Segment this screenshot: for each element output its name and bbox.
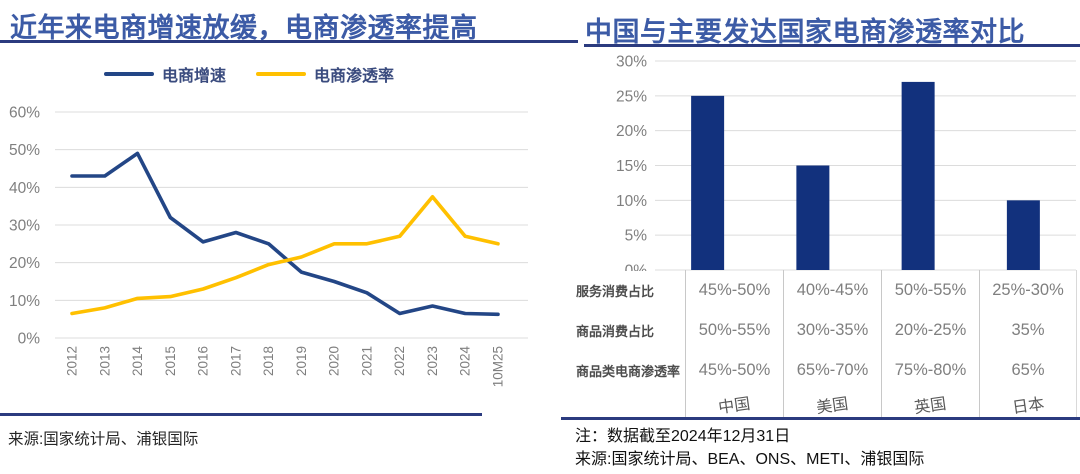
table-row-label: 服务消费占比 xyxy=(576,283,655,299)
bar-英国 xyxy=(901,81,935,271)
x-tick-label: 2024 xyxy=(458,346,473,377)
right-note-date: 注：数据截至2024年12月31日 xyxy=(575,428,791,445)
table-row-label: 商品类电商渗透率 xyxy=(576,363,681,379)
table-cell: 25%-30% xyxy=(979,270,1077,310)
y-tick-label: 5% xyxy=(625,228,648,245)
line-series-growth xyxy=(70,151,500,317)
table-cell: 20%-25% xyxy=(881,310,979,350)
bar-中国 xyxy=(691,95,725,270)
table-corner-empty xyxy=(560,390,685,417)
table-cell: 65% xyxy=(979,350,1077,390)
table-cell: 35% xyxy=(979,310,1077,350)
line-chart-legend: 电商增速 电商渗透率 xyxy=(104,62,394,86)
y-tick-label: 0% xyxy=(18,331,41,348)
x-tick-label: 2016 xyxy=(196,346,211,376)
x-tick-label: 2014 xyxy=(130,346,145,377)
x-tick-label: 2012 xyxy=(65,346,80,376)
bar-美国 xyxy=(796,165,830,270)
left-chart-title: 近年来电商增速放缓，电商渗透率提高 xyxy=(10,13,478,43)
y-tick-label: 40% xyxy=(9,180,40,197)
x-tick-label: 2013 xyxy=(97,346,112,376)
line-series-penetration xyxy=(70,195,500,316)
right-notes: 注：数据截至2024年12月31日 来源:国家统计局、BEA、ONS、METI、… xyxy=(575,425,924,471)
left-title-rule xyxy=(0,40,578,43)
table-cell: 40%-45% xyxy=(783,270,881,310)
growth-penetration-line-chart: 0% 10% 20% 30% 40% 50% 60% 2012 2013 2014 2015 2016… xyxy=(9,105,528,387)
legend-item-growth: 电商增速 xyxy=(104,62,226,86)
country-penetration-bar-chart: 0% 5% 10% 15% 20% 25% 30% xyxy=(616,54,1076,272)
country-comparison-table: 服务消费占比 45%-50% 40%-45% 50%-55% 25%-30% 商… xyxy=(560,270,1077,417)
table-cell: 45%-50% xyxy=(685,270,783,310)
y-tick-label: 30% xyxy=(616,54,647,71)
country-label-china: 中国 xyxy=(685,390,783,417)
legend-item-penetration: 电商渗透率 xyxy=(256,62,394,86)
table-cell: 50%-55% xyxy=(685,310,783,350)
y-tick-label: 30% xyxy=(9,218,40,235)
y-tick-label: 20% xyxy=(9,255,40,272)
x-tick-label: 2022 xyxy=(392,346,407,376)
y-tick-label: 0% xyxy=(625,263,648,272)
x-tick-label: 2023 xyxy=(425,346,440,376)
country-label-japan: 日本 xyxy=(979,390,1077,417)
country-label-usa: 美国 xyxy=(783,390,881,417)
x-tick-label: 2019 xyxy=(294,346,309,376)
x-tick-label: 2017 xyxy=(228,346,243,376)
x-tick-label: 2015 xyxy=(163,346,178,376)
penetration-line-swatch xyxy=(256,72,307,76)
left-bottom-rule xyxy=(0,413,482,416)
y-tick-label: 25% xyxy=(616,88,647,105)
growth-line-swatch xyxy=(104,72,154,76)
y-tick-label: 50% xyxy=(9,142,40,159)
y-tick-label: 10% xyxy=(616,193,647,210)
table-cell: 65%-70% xyxy=(783,350,881,390)
right-title-rule xyxy=(584,44,1080,47)
right-source-note: 来源:国家统计局、BEA、ONS、METI、浦银国际 xyxy=(575,451,925,469)
right-chart-title: 中国与主要发达国家电商渗透率对比 xyxy=(585,17,1025,47)
table-cell: 45%-50% xyxy=(685,350,783,390)
y-tick-label: 10% xyxy=(9,293,40,310)
table-cell: 50%-55% xyxy=(881,270,979,310)
table-cell: 75%-80% xyxy=(881,350,979,390)
legend-label-growth: 电商增速 xyxy=(162,68,227,85)
y-tick-label: 15% xyxy=(616,158,647,175)
bar-日本 xyxy=(1006,200,1040,270)
table-cell: 30%-35% xyxy=(783,310,881,350)
legend-label-penetration: 电商渗透率 xyxy=(314,68,395,85)
x-tick-label: 10M25 xyxy=(491,346,506,387)
country-label-uk: 英国 xyxy=(881,390,979,417)
x-tick-label: 2021 xyxy=(359,346,374,376)
x-tick-label: 2018 xyxy=(261,346,276,376)
x-tick-label: 2020 xyxy=(327,346,342,376)
y-tick-label: 60% xyxy=(9,105,40,122)
y-tick-label: 20% xyxy=(616,123,647,140)
table-row-label: 商品消费占比 xyxy=(576,323,655,339)
left-source-note: 来源:国家统计局、浦银国际 xyxy=(8,431,199,448)
right-bottom-rule xyxy=(561,417,1080,420)
